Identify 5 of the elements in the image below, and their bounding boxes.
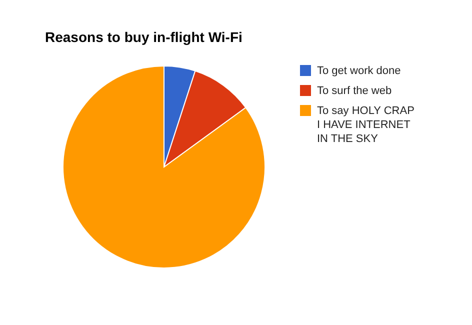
pie-slice [62,66,266,268]
chart-title: Reasons to buy in-flight Wi-Fi [45,29,242,45]
legend-label: To say HOLY CRAP I HAVE INTERNET IN THE SKY [317,105,414,145]
legend-label: To get work done [317,65,401,77]
legend-label: To surf the web [317,85,392,97]
